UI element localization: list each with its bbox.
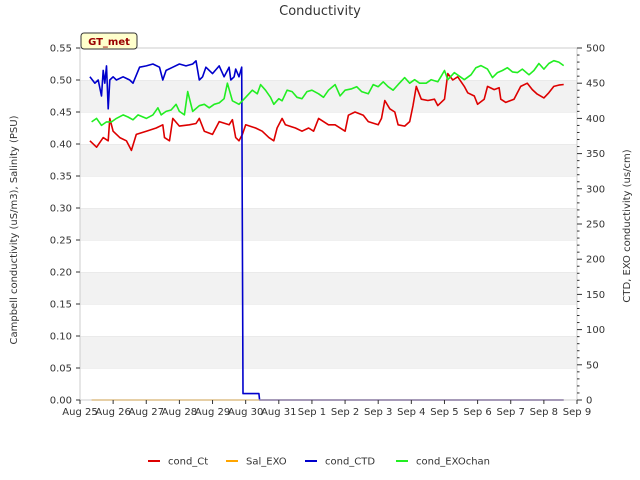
y-left-tick-label: 0.40 xyxy=(50,140,72,151)
y-left-tick-label: 0.50 xyxy=(50,76,72,87)
x-tick-label: Sep 7 xyxy=(497,407,525,418)
y-axis-right-title: CTD, EXO conductivity (us/cm) xyxy=(622,149,633,302)
y-right-tick-label: 450 xyxy=(586,79,605,90)
legend-label: cond_CTD xyxy=(325,457,375,468)
x-tick-label: Aug 26 xyxy=(95,407,130,418)
x-tick-label: Sep 2 xyxy=(331,407,359,418)
y-axis-left-title: Campbell conductivity (uS/m3), Salinity … xyxy=(9,115,20,344)
y-left-tick-label: 0.15 xyxy=(50,300,72,311)
y-left-tick-label: 0.05 xyxy=(50,364,72,375)
series-line-cond-exochan xyxy=(91,59,565,127)
x-tick-label: Aug 31 xyxy=(261,407,296,418)
x-tick-label: Sep 6 xyxy=(463,407,491,418)
y-right-tick-label: 400 xyxy=(586,114,605,125)
grid-band xyxy=(80,272,577,304)
y-right-tick-label: 100 xyxy=(586,325,605,336)
y-left-tick-label: 0.00 xyxy=(50,396,72,407)
x-tick-label: Sep 9 xyxy=(563,407,591,418)
grid-band xyxy=(80,304,577,336)
x-tick-label: Aug 29 xyxy=(195,407,230,418)
grid-band xyxy=(80,208,577,240)
x-tick-label: Sep 4 xyxy=(397,407,425,418)
x-tick-label: Aug 27 xyxy=(129,407,164,418)
y-right-tick-label: 150 xyxy=(586,290,605,301)
legend-label: cond_EXOchan xyxy=(416,457,490,468)
x-tick-label: Aug 25 xyxy=(62,407,97,418)
y-left-tick-label: 0.10 xyxy=(50,332,72,343)
grid-band xyxy=(80,48,577,80)
x-tick-label: Sep 3 xyxy=(364,407,392,418)
grid-band xyxy=(80,176,577,208)
grid-band xyxy=(80,144,577,176)
station-badge-box xyxy=(80,32,138,50)
x-tick-label: Sep 5 xyxy=(430,407,458,418)
legend-label: Sal_EXO xyxy=(246,457,287,468)
x-tick-label: Aug 28 xyxy=(162,407,197,418)
grid-band xyxy=(80,240,577,272)
y-right-tick-label: 0 xyxy=(586,396,592,407)
x-tick-label: Aug 30 xyxy=(228,407,263,418)
y-right-tick-label: 250 xyxy=(586,220,605,231)
station-badge-label: GT_met xyxy=(88,37,130,48)
x-tick-label: Sep 1 xyxy=(298,407,326,418)
series-line-cond-ct xyxy=(89,72,564,152)
y-left-tick-label: 0.55 xyxy=(50,44,72,55)
grid-band xyxy=(80,368,577,400)
y-left-tick-label: 0.25 xyxy=(50,236,72,247)
grid-band xyxy=(80,80,577,112)
y-left-tick-label: 0.20 xyxy=(50,268,72,279)
station-badge: GT_met xyxy=(80,32,138,50)
y-left-tick-label: 0.30 xyxy=(50,204,72,215)
x-tick-label: Sep 8 xyxy=(530,407,558,418)
y-right-tick-label: 500 xyxy=(586,44,605,55)
y-right-tick-label: 300 xyxy=(586,184,605,195)
series-line-cond-ctd xyxy=(89,59,564,401)
y-left-tick-label: 0.45 xyxy=(50,108,72,119)
y-right-tick-label: 200 xyxy=(586,255,605,266)
y-right-tick-label: 350 xyxy=(586,149,605,160)
y-left-tick-label: 0.35 xyxy=(50,172,72,183)
chart-title: Conductivity xyxy=(279,4,361,19)
legend: cond_Ct Sal_EXO cond_CTD cond_EXOchan xyxy=(148,457,490,468)
y-right-tick-label: 50 xyxy=(586,360,599,371)
grid-band xyxy=(80,336,577,368)
background-bands xyxy=(80,47,577,400)
legend-label: cond_Ct xyxy=(168,457,208,468)
